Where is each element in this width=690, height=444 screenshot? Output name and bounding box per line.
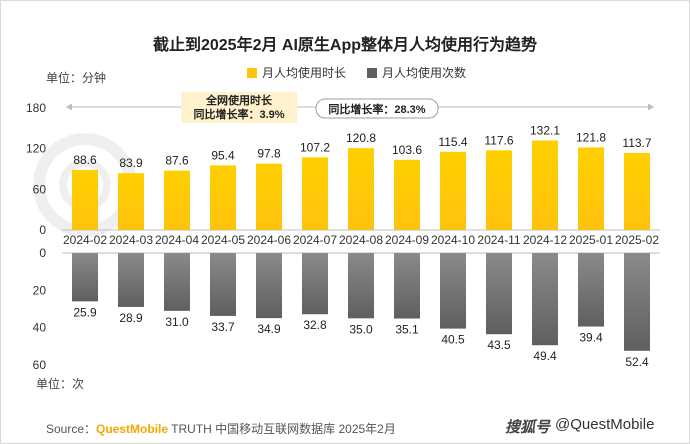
duration-bar-value-label: 83.9 — [119, 156, 143, 170]
category-label: 2025-01 — [569, 233, 613, 247]
count-bar-value-label: 52.4 — [625, 355, 649, 369]
network-growth-label: 全网使用时长 — [205, 93, 273, 107]
annotation-arrowhead-left — [66, 103, 72, 111]
count-bar — [532, 253, 558, 346]
network-growth-value: 同比增长率：3.9% — [193, 107, 284, 121]
duration-bar-value-label: 87.6 — [165, 154, 189, 168]
watermark-logo: 搜狐号 — [505, 419, 551, 436]
bottom-axis-tick-label: 40 — [33, 321, 47, 335]
bottom-axis-tick-label: 0 — [39, 246, 46, 260]
category-label: 2024-03 — [109, 233, 153, 247]
top-axis-tick-label: 0 — [39, 223, 46, 237]
count-bar — [440, 253, 466, 329]
source-detail: TRUTH 中国移动互联网数据库 2025年2月 — [168, 422, 396, 436]
legend-item-count: 月人均使用次数 — [367, 64, 466, 81]
duration-bar-value-label: 103.6 — [392, 143, 422, 157]
count-bar — [486, 253, 512, 335]
duration-bar-value-label: 121.8 — [576, 130, 606, 144]
duration-bar — [302, 157, 328, 230]
category-label: 2024-10 — [431, 233, 475, 247]
duration-bar — [164, 170, 190, 230]
legend-swatch-count — [367, 67, 377, 78]
top-axis-tick-label: 120 — [26, 142, 46, 156]
count-bar-value-label: 31.0 — [165, 315, 189, 329]
duration-bar-value-label: 113.7 — [622, 136, 651, 150]
legend-item-duration: 月人均使用时长 — [247, 64, 346, 81]
count-bar-value-label: 28.9 — [119, 311, 143, 325]
top-axis-tick-label: 60 — [33, 182, 47, 196]
count-bar-value-label: 35.0 — [349, 322, 373, 336]
top-axis-tick-label: 180 — [26, 101, 46, 115]
count-bar-value-label: 43.5 — [487, 338, 511, 352]
legend-label-duration: 月人均使用时长 — [262, 66, 347, 80]
duration-bar-value-label: 120.8 — [346, 131, 376, 145]
count-bar — [624, 253, 650, 351]
duration-bar-value-label: 132.1 — [530, 123, 560, 137]
category-label: 2024-02 — [63, 233, 107, 247]
legend-label-count: 月人均使用次数 — [382, 66, 467, 80]
duration-bar — [72, 169, 98, 230]
duration-bar — [394, 159, 420, 230]
annotation-arrowhead-right — [648, 103, 654, 111]
top-axis-unit-label: 单位：分钟 — [46, 71, 107, 85]
count-bar-value-label: 40.5 — [441, 333, 465, 347]
legend-swatch-duration — [247, 67, 257, 78]
count-bar-value-label: 49.4 — [533, 349, 557, 363]
duration-bar — [440, 151, 466, 230]
category-label: 2024-05 — [201, 233, 245, 247]
duration-bar — [486, 150, 512, 230]
chart-title: 截止到2025年2月 AI原生App整体月人均使用行为趋势 — [152, 37, 538, 54]
category-label: 2024-08 — [339, 233, 383, 247]
duration-bar-value-label: 115.4 — [438, 135, 467, 149]
count-bar — [302, 253, 328, 315]
network-growth-box — [181, 92, 297, 123]
duration-bar — [118, 173, 144, 230]
duration-bar — [256, 163, 282, 230]
count-bar — [578, 253, 604, 327]
duration-bar-value-label: 97.8 — [257, 147, 281, 161]
count-bar — [394, 253, 420, 319]
bottom-axis-tick-label: 60 — [33, 358, 47, 372]
category-label: 2024-12 — [523, 233, 567, 247]
duration-bar — [532, 140, 558, 230]
category-label: 2024-04 — [155, 233, 199, 247]
duration-bar — [348, 148, 374, 230]
count-bar — [118, 253, 144, 307]
category-label: 2025-02 — [615, 233, 659, 247]
source-brand: QuestMobile — [96, 422, 169, 436]
duration-bar-value-label: 95.4 — [211, 148, 235, 162]
source-prefix: Source： — [46, 422, 97, 436]
count-bar — [348, 253, 374, 319]
yoy-growth-pill — [315, 98, 439, 119]
duration-bar-value-label: 88.6 — [73, 153, 97, 167]
count-bar-value-label: 34.9 — [257, 322, 281, 336]
count-bar-value-label: 35.1 — [395, 323, 419, 337]
category-label: 2024-06 — [247, 233, 291, 247]
category-label: 2024-11 — [477, 233, 520, 247]
source-note: Source：QuestMobile TRUTH 中国移动互联网数据库 2025… — [46, 420, 396, 437]
count-bar — [256, 253, 282, 319]
bottom-axis-unit-label: 单位：次 — [36, 377, 85, 391]
count-bar-value-label: 39.4 — [579, 331, 603, 345]
category-label: 2024-09 — [385, 233, 429, 247]
count-bar-value-label: 25.9 — [73, 305, 97, 319]
duration-bar — [210, 165, 236, 230]
category-label: 2024-07 — [293, 233, 337, 247]
count-bar — [164, 253, 190, 311]
count-bar-value-label: 33.7 — [211, 320, 235, 334]
count-bar-value-label: 32.8 — [303, 318, 327, 332]
bottom-axis-tick-label: 20 — [33, 283, 47, 297]
duration-bar — [578, 147, 604, 230]
duration-bar-value-label: 117.6 — [484, 133, 513, 147]
yoy-growth-label: 同比增长率：28.3% — [328, 102, 425, 116]
count-bar — [72, 253, 98, 302]
duration-bar-value-label: 107.2 — [300, 140, 330, 154]
watermark-handle: @QuestMobile — [555, 416, 655, 433]
count-bar — [210, 253, 236, 316]
duration-bar — [624, 152, 650, 230]
